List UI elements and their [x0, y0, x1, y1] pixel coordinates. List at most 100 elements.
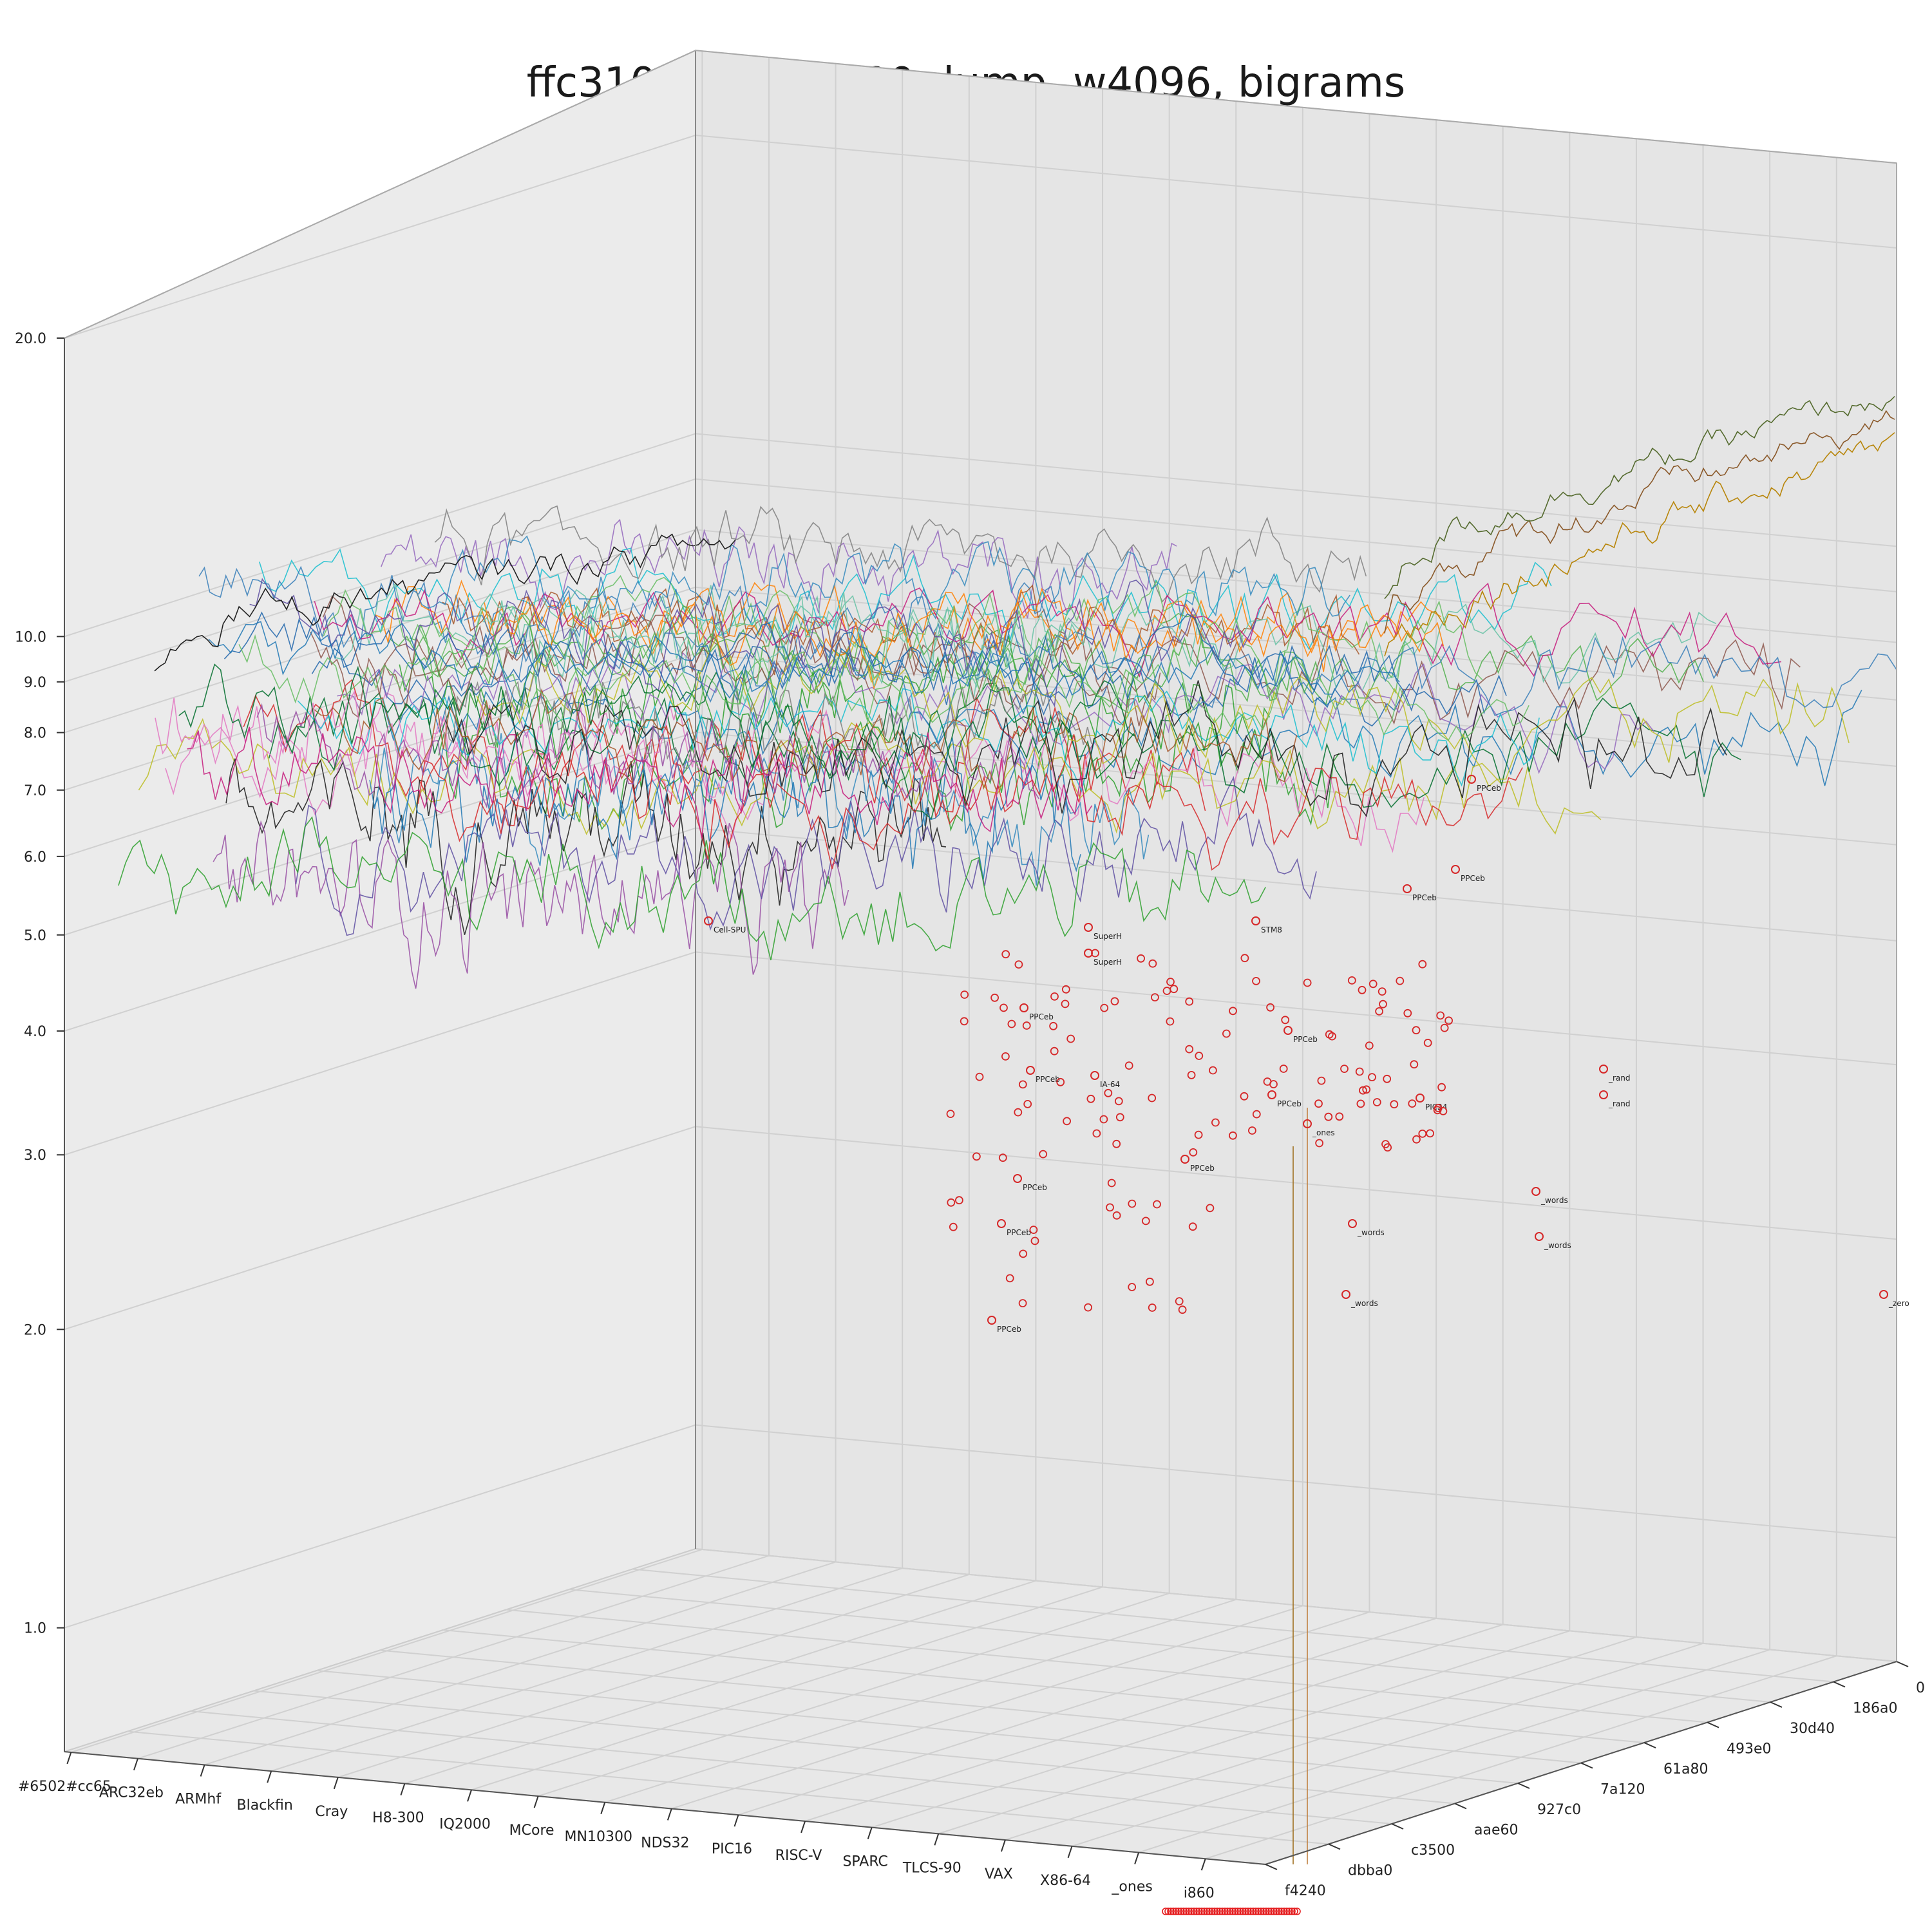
x-tick-mark	[267, 1770, 272, 1783]
annotation-marker	[1061, 999, 1070, 1009]
annotation-marker	[1247, 1908, 1255, 1915]
annotation-marker	[1066, 1034, 1075, 1043]
x-tick-label: VAX	[985, 1866, 1013, 1882]
series-line	[198, 565, 1057, 677]
annotation-marker	[1128, 1283, 1137, 1291]
y-tick-mark	[1770, 1701, 1783, 1708]
annotation-marker	[1167, 1908, 1175, 1915]
x-tick-mark	[800, 1821, 806, 1833]
annotation-marker	[1104, 1088, 1113, 1097]
annotation-marker	[1280, 1908, 1288, 1915]
annotation-marker	[1224, 1908, 1231, 1915]
annotation-marker	[1018, 1080, 1027, 1089]
annotation-marker	[1195, 1052, 1204, 1060]
annotation-marker	[1013, 1174, 1022, 1183]
annotation-marker	[1063, 1117, 1071, 1126]
series-line	[297, 688, 1540, 793]
z-tick-label: 9.0	[24, 675, 46, 691]
annotation-marker	[1381, 1140, 1390, 1148]
annotation-marker	[1198, 1908, 1206, 1915]
annotation-label: SuperH	[1094, 958, 1122, 967]
series-line	[476, 634, 1850, 788]
annotation-marker	[1148, 1094, 1157, 1103]
annotation-marker	[1239, 1908, 1247, 1915]
x-tick-mark	[1067, 1846, 1073, 1859]
annotation-marker	[1218, 1908, 1226, 1915]
annotation-marker	[1229, 1908, 1236, 1915]
x-tick-mark	[1134, 1852, 1140, 1864]
annotation-marker	[1091, 949, 1099, 958]
annotation-label: PPCeb	[1036, 1075, 1060, 1084]
annotation-marker	[1396, 976, 1405, 985]
annotation-marker	[1014, 1108, 1023, 1117]
annotation-marker	[1110, 997, 1119, 1006]
annotation-marker	[1293, 1908, 1301, 1915]
annotation-marker	[1146, 1277, 1154, 1286]
annotation-marker	[1433, 1106, 1442, 1115]
annotation-marker	[1288, 1908, 1296, 1915]
annotation-marker	[1531, 1187, 1540, 1196]
annotation-label: _words	[1544, 1241, 1571, 1250]
y-tick-mark	[1391, 1823, 1404, 1830]
floor-gridline-y	[253, 1690, 1455, 1804]
x-tick-mark	[66, 1752, 72, 1765]
annotation-marker	[1275, 1908, 1283, 1915]
y-tick-label: 7a120	[1600, 1782, 1645, 1798]
annotation-marker	[1242, 1908, 1249, 1915]
annotation-marker	[1084, 923, 1093, 932]
annotation-marker	[1222, 1029, 1231, 1038]
annotation-marker	[1170, 1908, 1177, 1915]
annotation-marker	[1599, 1065, 1608, 1074]
annotation-marker	[1194, 1130, 1203, 1139]
x-tick-mark	[467, 1789, 472, 1802]
floor-gridline-y	[506, 1609, 1708, 1723]
x-tick-label: SPARC	[842, 1854, 887, 1870]
z-tick-label: 7.0	[24, 783, 46, 799]
annotation-marker	[1206, 1204, 1215, 1213]
x-tick-mark	[333, 1777, 339, 1790]
annotation-label: IA-64	[1100, 1080, 1120, 1089]
annotation-marker	[1106, 1203, 1114, 1212]
annotation-marker	[1412, 1135, 1421, 1144]
y-tick-mark	[1328, 1843, 1341, 1850]
x-tick-mark	[133, 1758, 138, 1771]
annotation-marker	[1317, 1076, 1326, 1085]
series-line	[337, 652, 1655, 774]
annotation-marker	[1187, 1071, 1196, 1079]
floor-gridline-y	[695, 1548, 1897, 1662]
series-line	[442, 584, 1360, 677]
annotation-marker	[1148, 1303, 1157, 1312]
annotation-marker	[1226, 1908, 1234, 1915]
annotation-marker	[997, 1219, 1006, 1228]
annotation-marker	[1137, 954, 1145, 963]
y-tick-label: 61a80	[1663, 1761, 1708, 1777]
annotation-marker	[1056, 1077, 1065, 1086]
annotation-marker	[1007, 1019, 1016, 1028]
annotation-marker	[1029, 1226, 1038, 1234]
floor-gridline-y	[316, 1670, 1519, 1784]
annotation-marker	[1451, 865, 1460, 874]
annotation-marker	[1279, 1065, 1288, 1073]
plot-panes	[64, 49, 1897, 1866]
annotation-marker	[1124, 1061, 1133, 1070]
x-tick-label: IQ2000	[439, 1816, 491, 1832]
annotation-marker	[1050, 992, 1059, 1001]
annotation-marker	[949, 1222, 958, 1231]
y-tick-label: 0	[1916, 1680, 1925, 1696]
annotation-marker	[955, 1196, 963, 1205]
annotation-marker	[1340, 1065, 1349, 1073]
annotation-marker	[990, 993, 999, 1002]
y-tick-mark	[1454, 1803, 1467, 1810]
annotation-label: STM8	[1261, 925, 1282, 934]
annotation-marker	[1467, 775, 1476, 784]
annotation-marker	[1175, 1908, 1182, 1915]
annotation-marker	[1203, 1908, 1211, 1915]
floor-gridline-y	[127, 1730, 1329, 1845]
annotation-label: PPCeb	[1477, 784, 1501, 793]
annotation-label: PPCeb	[997, 1325, 1021, 1334]
annotation-marker	[1162, 1908, 1170, 1915]
annotation-marker	[1018, 1299, 1027, 1307]
annotation-marker	[1114, 1097, 1123, 1106]
z-tick-label: 2.0	[24, 1322, 46, 1338]
